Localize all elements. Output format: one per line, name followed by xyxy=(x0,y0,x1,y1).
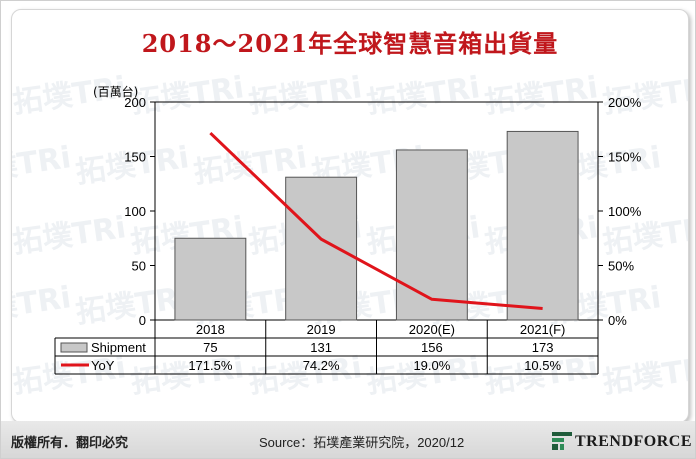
y-right-tick-label: 150% xyxy=(608,150,642,165)
yoy-line xyxy=(209,131,543,311)
table-value-cell: 131 xyxy=(310,340,332,355)
shipment-bar xyxy=(506,130,579,321)
y-axis-unit-label: (百萬台) xyxy=(93,84,138,99)
x-category-label: 2018 xyxy=(196,322,225,337)
table-value-cell: 156 xyxy=(421,340,443,355)
y-right-tick-label: 100% xyxy=(608,204,642,219)
y-left-tick-label: 50 xyxy=(132,259,146,274)
table-value-cell: 19.0% xyxy=(413,358,450,373)
shipment-bar xyxy=(174,237,247,321)
chart-title: 2018～2021年全球智慧音箱出貨量 xyxy=(141,29,559,58)
x-category-label: 2020(E) xyxy=(409,322,455,337)
table-value-cell: 75 xyxy=(203,340,217,355)
trendforce-logo-icon xyxy=(552,432,572,450)
chart-plot: (百萬台) 0 50 100 150 200 0% 50% 100% 150% 200% 2018 20… xyxy=(54,84,642,375)
x-category-label: 2021(F) xyxy=(520,322,566,337)
y-left-tick-label: 0 xyxy=(139,313,146,328)
legend-series-name: YoY xyxy=(91,358,115,373)
table-value-cell: 173 xyxy=(532,340,554,355)
legend-shipment-swatch xyxy=(60,342,88,353)
y-right-tick-label: 0% xyxy=(608,313,627,328)
shipment-bar xyxy=(395,149,468,321)
table-value-cell: 10.5% xyxy=(524,358,561,373)
trendforce-logo: TRENDFORCE xyxy=(551,430,693,452)
trendforce-logo-text: TRENDFORCE xyxy=(575,433,693,450)
y-left-tick-label: 150 xyxy=(124,150,146,165)
y-left-tick-label: 100 xyxy=(124,204,146,219)
table-value-cell: 74.2% xyxy=(303,358,340,373)
legend-series-name: Shipment xyxy=(91,340,146,355)
copyright-notice: 版權所有．翻印必究 xyxy=(11,436,129,451)
source-note: Source：拓墣產業研究院，2020/12 xyxy=(259,435,465,450)
y-left-tick-label: 200 xyxy=(124,95,146,110)
y-right-tick-label: 50% xyxy=(608,259,634,274)
footer-bar: 版權所有．翻印必究 Source：拓墣產業研究院，2020/12 TRENDFO… xyxy=(1,421,695,458)
chart-card: 拓墣TRi 拓墣TRi 拓墣TRi 拓墣TRi 拓墣TRi 拓墣TRi 拓墣TRi 拓墣TRi… xyxy=(11,9,689,423)
shipment-bar xyxy=(285,176,358,321)
x-category-label: 2019 xyxy=(307,322,336,337)
y-right-tick-label: 200% xyxy=(608,95,642,110)
table-value-cell: 171.5% xyxy=(188,358,233,373)
